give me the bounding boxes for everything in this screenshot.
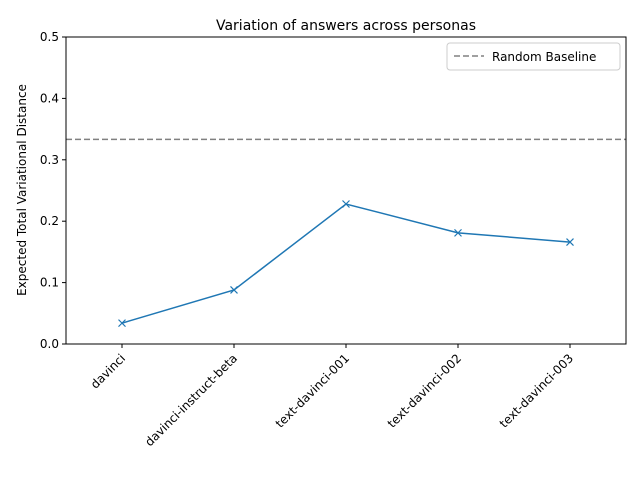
data-point-1	[230, 286, 238, 294]
y-tick-label-3: 0.3	[40, 153, 59, 167]
plot-frame	[65, 36, 627, 345]
data-point-3	[454, 228, 462, 237]
y-tick-label-2: 0.2	[40, 214, 59, 228]
y-tick-label-0: 0.0	[40, 337, 59, 351]
y-axis-label: Expected Total Variational Distance	[15, 84, 29, 296]
legend: Random Baseline	[446, 42, 621, 71]
legend-baseline-label: Random Baseline	[492, 50, 596, 64]
data-point-2	[342, 200, 350, 208]
data-point-4	[566, 238, 574, 247]
y-tick-label-5: 0.5	[40, 30, 59, 44]
y-tick-label-4: 0.4	[40, 91, 59, 105]
chart-title: Variation of answers across personas	[216, 18, 476, 34]
legend-box	[446, 42, 621, 71]
data-point-0	[118, 319, 126, 328]
y-tick-label-1: 0.1	[40, 276, 59, 290]
